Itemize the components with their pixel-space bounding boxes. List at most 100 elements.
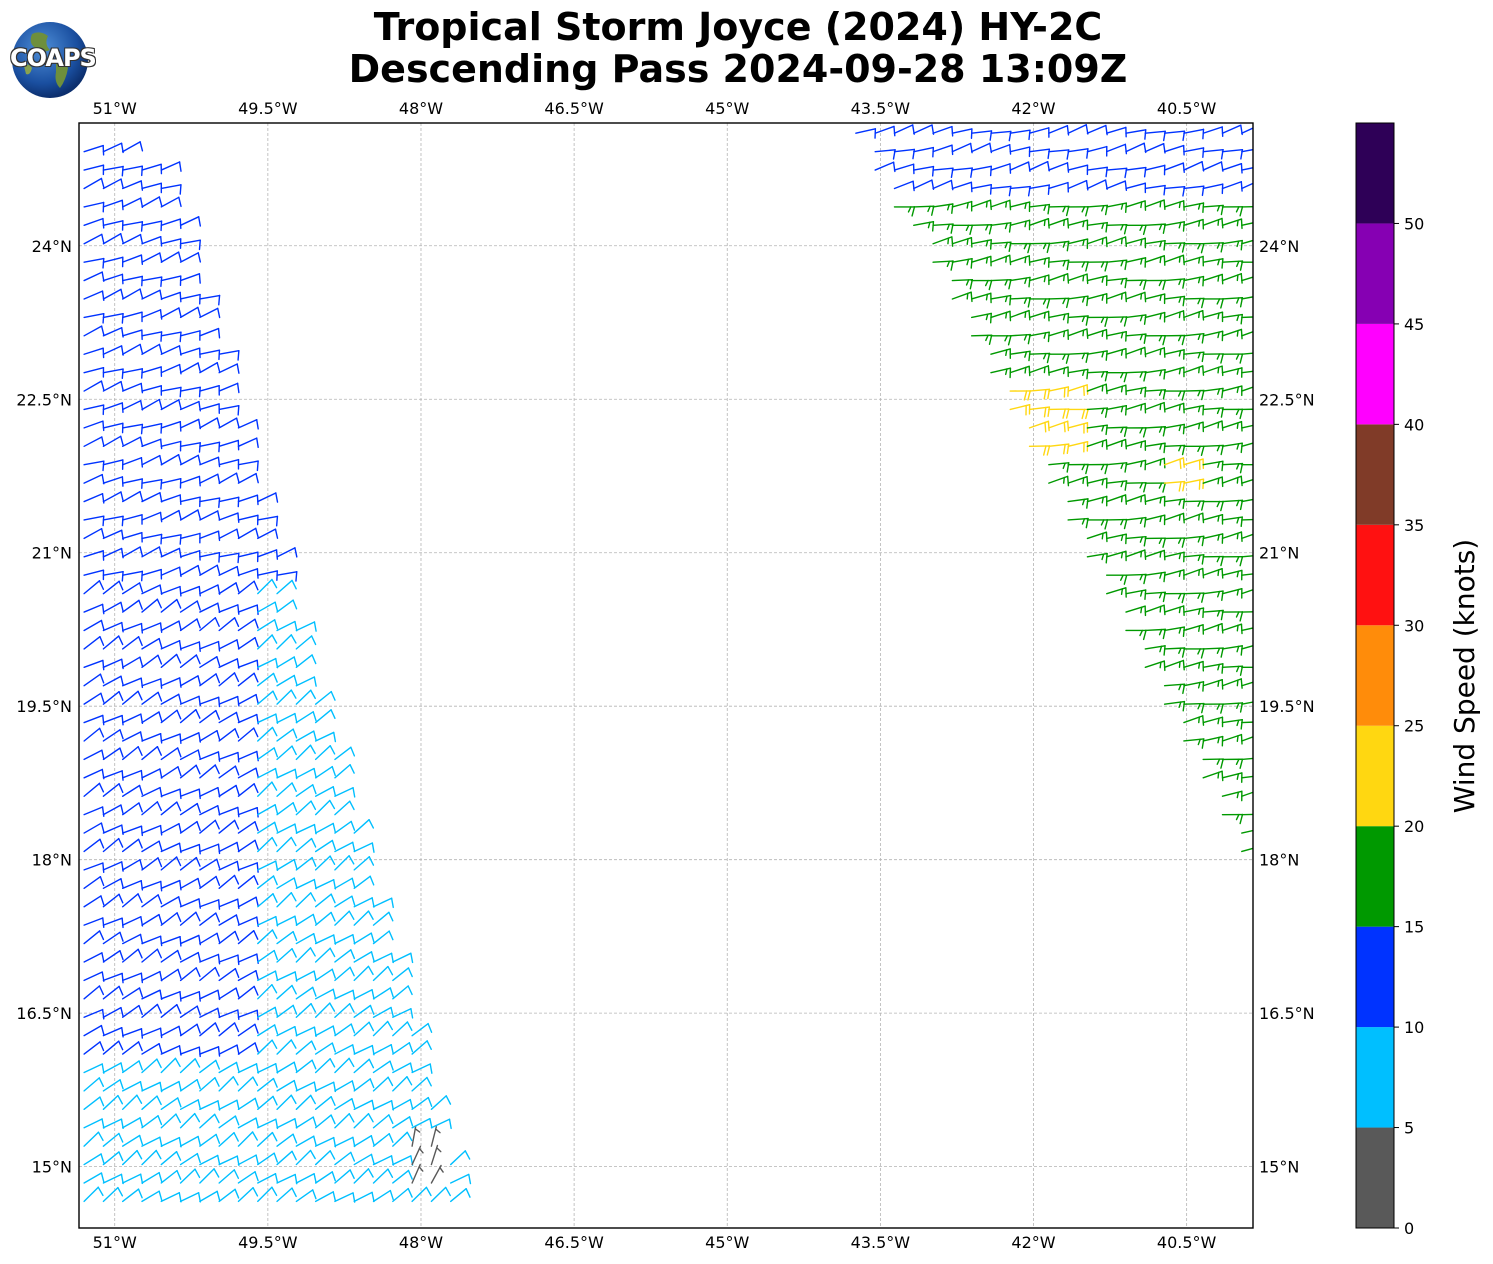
wind-barb bbox=[1183, 500, 1205, 511]
barb-feather bbox=[291, 745, 297, 756]
wind-barb bbox=[83, 233, 105, 245]
wind-barb bbox=[314, 1025, 337, 1037]
wind-barb bbox=[237, 970, 259, 982]
barb-feather bbox=[120, 380, 124, 392]
barb-staff bbox=[141, 1043, 160, 1055]
wind-barb bbox=[160, 733, 182, 745]
barb-staff bbox=[218, 819, 236, 834]
barb-feather bbox=[177, 1097, 182, 1108]
barb-half-feather bbox=[985, 313, 989, 321]
barb-staff bbox=[1221, 162, 1243, 171]
barb-staff bbox=[218, 987, 237, 1000]
barb-feather bbox=[1009, 294, 1012, 306]
barb-half-feather bbox=[1100, 316, 1105, 324]
colorbar-segment bbox=[1356, 123, 1394, 224]
barb-half-feather bbox=[947, 237, 950, 245]
wind-barb bbox=[1144, 401, 1166, 413]
wind-barb bbox=[237, 1009, 259, 1021]
barb-half-feather bbox=[1081, 463, 1086, 471]
barb-staff bbox=[199, 656, 218, 669]
barb-staff bbox=[411, 1145, 422, 1166]
barb-staff bbox=[199, 1059, 217, 1074]
wind-barb bbox=[1183, 648, 1205, 659]
wind-barb bbox=[1048, 366, 1069, 378]
barb-half-feather bbox=[1236, 719, 1240, 727]
wind-barb bbox=[276, 802, 298, 816]
barb-staff bbox=[257, 915, 277, 926]
barb-staff bbox=[1163, 186, 1186, 190]
barb-feather bbox=[406, 1076, 413, 1086]
barb-staff bbox=[257, 1152, 275, 1166]
wind-barb bbox=[121, 546, 144, 558]
barb-feather bbox=[331, 839, 336, 851]
wind-barb bbox=[276, 1187, 297, 1203]
coaps-logo: COAPS bbox=[10, 20, 97, 100]
wind-barb bbox=[1183, 310, 1205, 321]
barb-feather bbox=[1182, 659, 1185, 671]
wind-barb bbox=[121, 1134, 144, 1147]
barb-feather bbox=[410, 952, 414, 964]
wind-barb bbox=[141, 1043, 163, 1055]
barb-feather bbox=[118, 635, 124, 646]
barb-feather bbox=[196, 1023, 201, 1034]
wind-barb bbox=[1106, 384, 1127, 396]
barb-staff bbox=[913, 124, 933, 134]
barb-half-feather bbox=[1177, 334, 1182, 342]
barb-staff bbox=[199, 307, 219, 319]
wind-barb bbox=[160, 1169, 182, 1184]
wind-barb bbox=[83, 177, 105, 190]
barb-half-feather bbox=[1257, 533, 1258, 539]
wind-barb bbox=[314, 839, 336, 853]
wind-barb bbox=[237, 896, 259, 908]
barb-feather bbox=[951, 236, 954, 247]
barb-staff bbox=[83, 493, 104, 503]
barb-staff bbox=[179, 1135, 199, 1147]
barb-feather bbox=[101, 436, 105, 447]
barb-feather bbox=[156, 1058, 162, 1069]
barb-feather bbox=[932, 220, 935, 232]
barb-staff bbox=[314, 1096, 332, 1111]
barb-feather bbox=[272, 893, 278, 903]
wind-barb bbox=[121, 1188, 143, 1203]
barb-staff bbox=[276, 930, 294, 945]
wind-barb bbox=[102, 1186, 124, 1203]
barb-half-feather bbox=[1236, 422, 1239, 429]
wind-barb bbox=[257, 875, 278, 890]
barb-half-feather bbox=[1043, 352, 1047, 360]
barb-staff bbox=[199, 362, 218, 374]
barb-staff bbox=[160, 1003, 178, 1018]
barb-feather bbox=[1221, 590, 1224, 602]
barb-feather bbox=[1144, 129, 1147, 140]
barb-feather bbox=[330, 911, 336, 922]
wind-barb bbox=[411, 1076, 432, 1092]
barb-staff bbox=[160, 653, 178, 669]
wind-barb bbox=[353, 1099, 375, 1111]
barb-staff bbox=[237, 494, 259, 503]
wind-barb bbox=[334, 787, 356, 798]
barb-feather bbox=[333, 731, 337, 743]
barb-half-feather bbox=[1178, 221, 1182, 229]
wind-barb bbox=[1086, 477, 1108, 489]
barb-staff bbox=[334, 1098, 353, 1111]
barb-feather bbox=[1124, 404, 1128, 416]
barb-half-feather bbox=[1198, 569, 1201, 576]
wind-barb bbox=[179, 509, 202, 521]
barb-staff bbox=[141, 546, 161, 558]
barb-staff bbox=[141, 857, 159, 871]
barb-staff bbox=[295, 986, 314, 1000]
barb-half-feather bbox=[1257, 478, 1258, 483]
wind-barb bbox=[83, 782, 105, 797]
barb-feather bbox=[159, 438, 163, 450]
barb-staff bbox=[179, 454, 199, 466]
barb-half-feather bbox=[1236, 329, 1239, 337]
barb-feather bbox=[1105, 383, 1108, 395]
barb-feather bbox=[120, 178, 124, 189]
barb-staff bbox=[121, 180, 142, 190]
barb-staff bbox=[102, 1079, 121, 1092]
barb-feather bbox=[370, 932, 375, 943]
wind-barb bbox=[314, 731, 337, 743]
barb-half-feather bbox=[1062, 330, 1066, 338]
wind-barb bbox=[1221, 555, 1244, 567]
wind-barb bbox=[276, 836, 297, 853]
wind-barb bbox=[353, 965, 374, 982]
